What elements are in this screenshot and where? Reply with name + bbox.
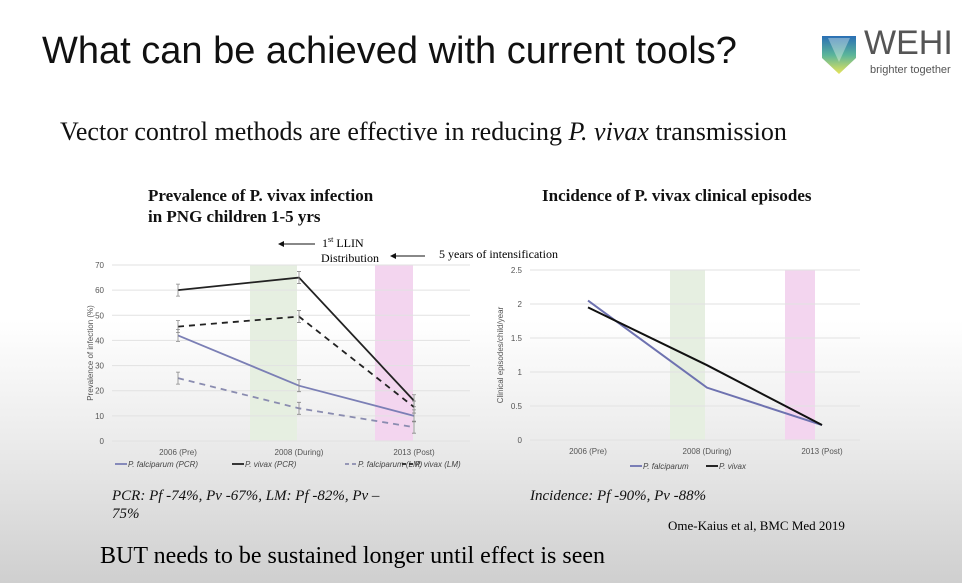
distribution-annotation: Distribution xyxy=(321,251,380,265)
wehi-logo: WEHI brighter together xyxy=(820,24,960,78)
post-period-band xyxy=(375,265,413,441)
y-tick-label: 2 xyxy=(518,300,523,309)
x-tick-label: 2006 (Pre) xyxy=(569,447,607,456)
error-bar xyxy=(297,310,301,323)
series-line xyxy=(587,299,823,426)
error-bar xyxy=(297,379,301,393)
logo-wordmark: WEHI xyxy=(864,24,953,62)
x-tick-label: 2013 (Post) xyxy=(801,447,843,456)
series-line xyxy=(587,306,823,426)
error-bar xyxy=(176,371,180,385)
legend-label: P. falciparum (PCR) xyxy=(128,460,198,469)
x-tick-label: 2013 (Post) xyxy=(393,448,435,457)
shield-icon xyxy=(822,36,856,74)
y-tick-label: 30 xyxy=(95,362,104,371)
y-tick-label: 10 xyxy=(95,412,104,421)
left-chart-title: Prevalence of P. vivax infection in PNG c… xyxy=(148,185,373,227)
error-bar xyxy=(412,400,416,414)
y-tick-label: 60 xyxy=(95,286,104,295)
error-bar xyxy=(176,320,180,333)
y-tick-label: 1 xyxy=(518,368,523,377)
y-tick-label: 0.5 xyxy=(511,402,523,411)
y-tick-label: 50 xyxy=(95,311,104,320)
during-period-band xyxy=(250,265,297,441)
logo-tagline: brighter together xyxy=(870,64,951,76)
slide-title: What can be achieved with current tools? xyxy=(42,30,737,72)
y-axis-label: Prevalence of infection (%) xyxy=(86,305,95,401)
arrow-llin xyxy=(278,241,315,247)
legend-label: P. vivax xyxy=(719,462,747,471)
right-notes: Incidence: Pf -90%, Pv -88% xyxy=(530,488,707,504)
y-tick-label: 70 xyxy=(95,261,104,270)
legend-label: P. vivax (LM) xyxy=(415,460,461,469)
left-chart-title-line2: in PNG children 1-5 yrs xyxy=(148,207,321,226)
y-tick-label: 1.5 xyxy=(511,334,523,343)
legend-label: P. falciparum (LM) xyxy=(358,460,423,469)
y-tick-label: 0 xyxy=(518,436,523,445)
llin-num: 1 xyxy=(322,236,328,250)
legend-label: P. vivax (PCR) xyxy=(245,460,297,469)
citation: Ome-Kaius et al, BMC Med 2019 xyxy=(668,518,845,533)
arrow-intensification xyxy=(390,253,425,259)
y-axis-label: Clinical episodes/child/year xyxy=(496,306,505,403)
left-chart-title-line1: Prevalence of P. vivax infection xyxy=(148,186,374,205)
slide-subtitle: Vector control methods are effective in … xyxy=(60,117,787,147)
left-notes: PCR: Pf -74%, Pv -67%, LM: Pf -82%, Pv – xyxy=(112,488,380,504)
llin-sup: st xyxy=(328,235,334,244)
llin-annotation: 1st LLIN xyxy=(322,235,364,251)
error-bar xyxy=(176,283,180,297)
post-period-band xyxy=(785,270,815,440)
x-tick-label: 2008 (During) xyxy=(275,448,324,457)
right-chart-title: Incidence of P. vivax clinical episodes xyxy=(542,186,812,205)
footer-text: BUT needs to be sustained longer until e… xyxy=(100,543,605,569)
legend-label: P. falciparum xyxy=(643,462,689,471)
subtitle-text-end: transmission xyxy=(648,117,787,146)
error-bar xyxy=(412,420,416,434)
subtitle-species: P. vivax xyxy=(568,117,649,146)
intensification-annotation: 5 years of intensification xyxy=(439,247,558,261)
left-notes-cont: 75% xyxy=(112,506,140,522)
llin-rest: LLIN xyxy=(333,236,364,250)
x-tick-label: 2006 (Pre) xyxy=(159,448,197,457)
y-tick-label: 2.5 xyxy=(511,266,523,275)
subtitle-text: Vector control methods are effective in … xyxy=(60,117,569,146)
y-tick-label: 40 xyxy=(95,336,104,345)
y-tick-label: 0 xyxy=(100,437,105,446)
error-bar xyxy=(297,271,301,284)
error-bar xyxy=(297,401,301,415)
x-tick-label: 2008 (During) xyxy=(683,447,732,456)
y-tick-label: 20 xyxy=(95,387,104,396)
